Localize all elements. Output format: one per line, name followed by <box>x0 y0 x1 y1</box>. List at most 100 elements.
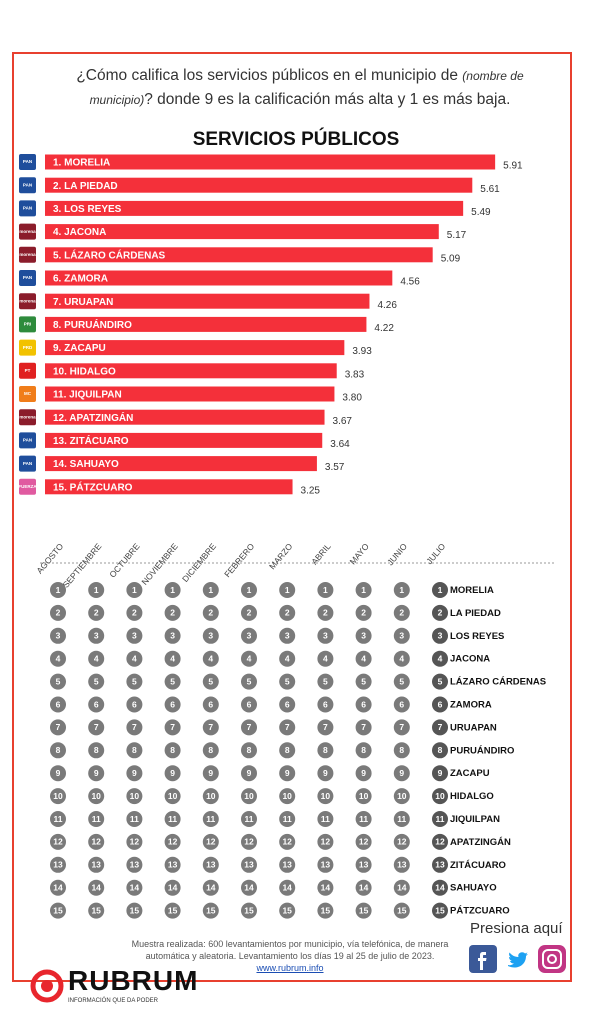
rank-dot <box>393 902 410 919</box>
rank-dot <box>393 742 410 759</box>
bar <box>45 224 439 240</box>
bar-label: 8. PURUÁNDIRO <box>53 318 132 331</box>
rank-number: 1 <box>399 585 404 595</box>
rank-number: 14 <box>282 882 292 892</box>
rank-number: 13 <box>321 860 331 870</box>
rank-dot <box>393 833 410 850</box>
rank-number: 8 <box>399 745 404 755</box>
question: ¿Cómo califica los servicios públicos en… <box>45 64 555 112</box>
bar-label: 5. LÁZARO CÁRDENAS <box>53 248 166 261</box>
rank-dot <box>126 604 143 621</box>
rank-number: 4 <box>170 653 175 663</box>
rank-number: 9 <box>170 768 175 778</box>
rank-dot <box>279 833 296 850</box>
rank-dot <box>393 856 410 873</box>
rank-number: 6 <box>247 699 252 709</box>
rank-number: 4 <box>323 653 328 663</box>
rank-dot <box>50 742 66 759</box>
rank-dot <box>126 833 143 850</box>
rank-dot <box>50 673 66 690</box>
rank-number: 1 <box>94 585 99 595</box>
logo-text: morena <box>19 252 36 257</box>
rank-number: 11 <box>206 814 215 824</box>
rank-dot <box>432 788 448 805</box>
rank-dot <box>317 811 334 827</box>
logo <box>19 362 36 379</box>
bar-label: 9. ZACAPU <box>53 343 106 354</box>
rank-dot <box>393 719 410 736</box>
rank-number: 8 <box>323 745 328 755</box>
value-label: 5.91 <box>503 161 523 172</box>
rank-dot <box>202 673 219 690</box>
rank-dot <box>279 788 296 805</box>
logo <box>19 246 36 263</box>
rank-dot <box>164 856 181 873</box>
rank-dot <box>88 742 105 759</box>
link[interactable]: www.rubrum.info <box>256 963 324 973</box>
final-name: JIQUILPAN <box>450 814 500 825</box>
rank-number: 8 <box>361 745 366 755</box>
rank-dot <box>241 582 257 598</box>
rank-number: 5 <box>399 676 404 686</box>
rank-number: 10 <box>130 791 140 801</box>
rank-dot <box>241 627 257 644</box>
rank-number: 7 <box>361 722 366 732</box>
logo <box>19 339 36 356</box>
rank-number: 14 <box>91 882 101 892</box>
rank-dot <box>432 879 448 896</box>
rank-dot <box>164 673 181 690</box>
rank-number: 4 <box>399 653 404 663</box>
bar-label: 2. LA PIEDAD <box>53 181 118 192</box>
rank-number: 15 <box>168 905 178 915</box>
final-name: JACONA <box>450 654 490 665</box>
rank-dot <box>202 650 219 667</box>
cta[interactable]: Presiona aquí <box>470 920 563 937</box>
rank-dot <box>393 604 410 621</box>
rank-number: 14 <box>206 882 216 892</box>
rank-dot <box>355 673 372 690</box>
rank-dot <box>164 902 181 919</box>
rank-number: 11 <box>359 814 368 824</box>
rank-number: 3 <box>438 631 443 641</box>
rank-dot <box>393 811 410 827</box>
rank-number: 1 <box>132 585 137 595</box>
rank-dot <box>50 650 66 667</box>
rank-dot <box>393 788 410 805</box>
rank-number: 3 <box>170 631 175 641</box>
rank-dot <box>355 788 372 805</box>
rank-number: 15 <box>435 905 445 915</box>
value-label: 3.80 <box>342 393 362 404</box>
rank-number: 1 <box>56 585 61 595</box>
rank-dot <box>241 902 257 919</box>
rank-number: 12 <box>359 837 369 847</box>
rank-number: 10 <box>53 791 63 801</box>
bar <box>45 432 323 448</box>
logo-text: PAN <box>23 275 32 280</box>
final-name: SAHUAYO <box>450 883 497 894</box>
rank-number: 1 <box>170 585 175 595</box>
rank-dot <box>279 696 296 713</box>
rank-number: 13 <box>91 860 101 870</box>
rank-dot <box>355 627 372 644</box>
rank-number: 14 <box>168 882 178 892</box>
rank-dot <box>88 811 105 827</box>
rank-dot <box>164 765 181 782</box>
rank-dot <box>317 742 334 759</box>
rank-dot <box>202 696 219 713</box>
rank-number: 5 <box>323 676 328 686</box>
month-label: NOVIEMBRE <box>139 541 180 587</box>
rank-number: 11 <box>321 814 330 824</box>
rank-number: 15 <box>321 905 331 915</box>
rank-number: 1 <box>285 585 290 595</box>
rank-number: 13 <box>206 860 216 870</box>
rank-number: 5 <box>438 676 443 686</box>
bar-label: 7. URUAPAN <box>53 297 113 308</box>
rank-dot <box>202 879 219 896</box>
final-name: MORELIA <box>450 585 494 596</box>
rank-dot <box>88 627 105 644</box>
rank-number: 12 <box>321 837 331 847</box>
rank-dot <box>164 719 181 736</box>
rank-dot <box>393 673 410 690</box>
rank-number: 15 <box>359 905 369 915</box>
bar-label: 14. SAHUAYO <box>53 459 119 470</box>
